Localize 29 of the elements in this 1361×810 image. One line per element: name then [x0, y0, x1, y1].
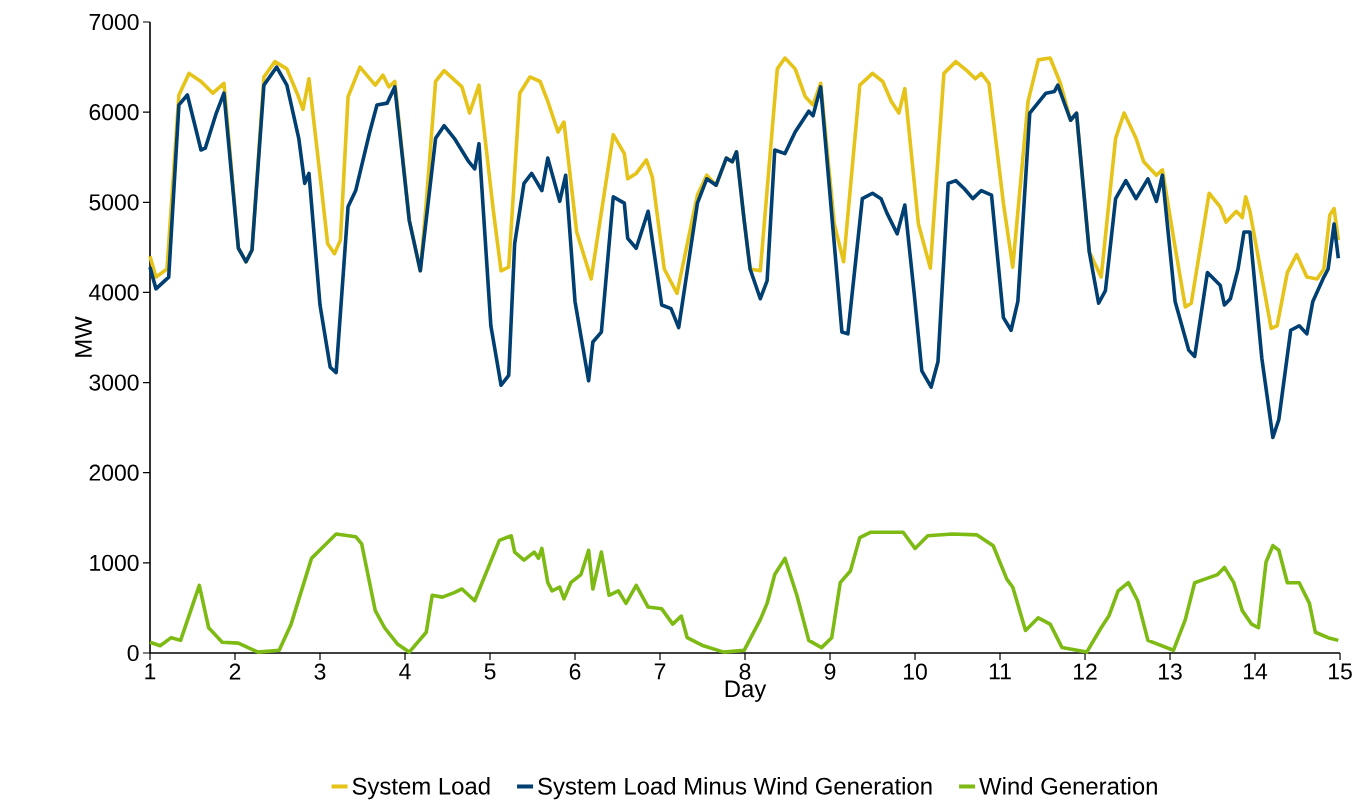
x-tick-label: 15	[1329, 663, 1352, 680]
y-tick-label: 6000	[89, 104, 139, 121]
y-axis-title: MW	[75, 316, 92, 357]
x-tick-label: 5	[484, 663, 496, 680]
x-tick-label: 7	[654, 663, 666, 680]
y-tick-label: 4000	[89, 284, 139, 301]
x-tick-label: 8	[739, 663, 751, 680]
legend-label: System Load	[352, 777, 490, 800]
x-tick-label: 14	[1244, 663, 1268, 680]
x-tick-label: 1	[145, 663, 156, 680]
y-tick-label: 3000	[89, 374, 139, 391]
x-tick-label: 13	[1159, 663, 1182, 680]
line-series	[148, 65, 1341, 440]
x-tick-label: 12	[1074, 663, 1097, 680]
x-tick-label: 11	[989, 663, 1011, 680]
legend-label: System Load Minus Wind Generation	[538, 777, 932, 800]
x-tick-label: 10	[904, 663, 927, 680]
x-tick-label: 4	[399, 663, 411, 680]
x-tick-label: 9	[824, 663, 836, 680]
y-tick-label: 1000	[90, 554, 139, 571]
x-tick-label: 3	[314, 663, 326, 680]
y-tick-label: 7000	[89, 13, 139, 31]
legend-label: Wind Generation	[979, 777, 1157, 795]
x-tick-label: 2	[229, 663, 241, 680]
x-axis-title: Day	[725, 680, 767, 702]
y-tick-label: 5000	[89, 194, 139, 211]
y-tick-label: 0	[127, 644, 139, 662]
x-tick-label: 6	[569, 663, 581, 680]
y-tick-label: 2000	[89, 464, 139, 481]
